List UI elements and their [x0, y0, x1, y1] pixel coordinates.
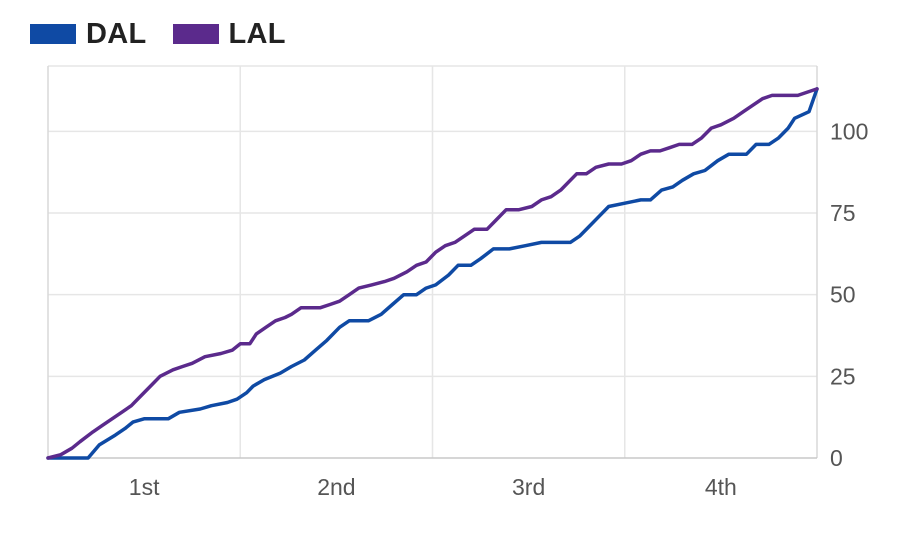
series-line-lal: [46, 87, 819, 460]
x-tick-label: 1st: [129, 474, 160, 500]
y-tick-label: 0: [830, 445, 843, 471]
legend-label-lal: LAL: [228, 17, 286, 50]
legend-swatch-dal: [30, 24, 76, 44]
x-tick-label: 3rd: [512, 474, 545, 500]
x-tick-label: 2nd: [317, 474, 355, 500]
y-tick-label: 25: [830, 363, 856, 389]
series-line-dal: [46, 87, 819, 460]
y-tick-label: 100: [830, 118, 868, 144]
x-tick-label: 4th: [705, 474, 737, 500]
y-tick-label: 50: [830, 282, 856, 308]
y-tick-label: 75: [830, 200, 856, 226]
legend-label-dal: DAL: [86, 17, 147, 50]
legend-item-dal[interactable]: DAL: [30, 18, 147, 51]
legend-swatch-lal: [172, 24, 219, 44]
legend-item-lal[interactable]: LAL: [172, 17, 286, 51]
chart-legend: DAL LAL: [30, 14, 312, 54]
